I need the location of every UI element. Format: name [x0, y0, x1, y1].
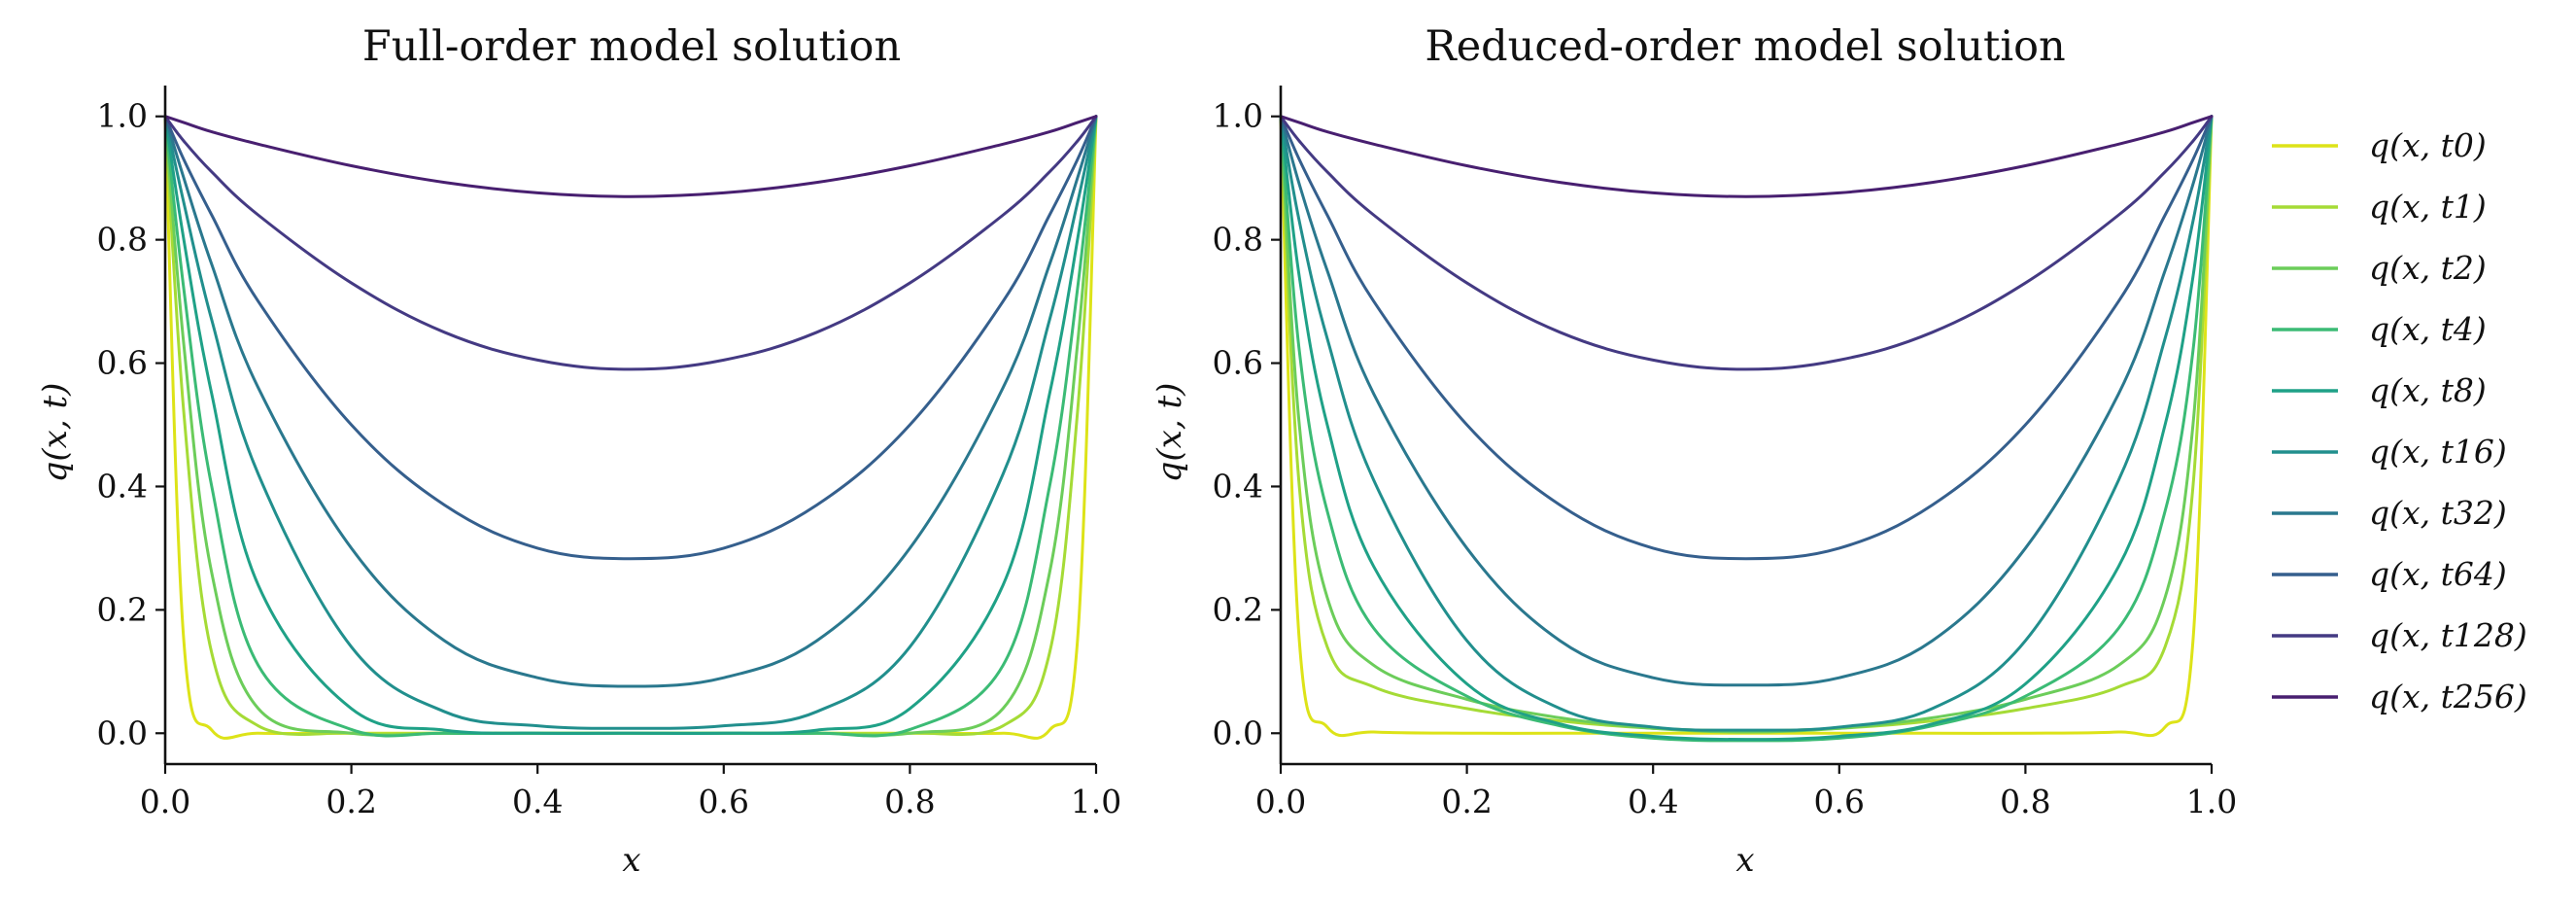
series-line-full-order-9: [163, 115, 1098, 198]
legend-label-6: q(x, t32): [2369, 494, 2507, 532]
x-tick-label-reduced-order-1: 0.2: [1441, 783, 1492, 820]
series-line-reduced-order-2: [1279, 115, 2214, 734]
x-axis-label-reduced-order: x: [1735, 841, 1754, 880]
series-line-reduced-order-6: [1279, 115, 2214, 687]
y-axis-label-reduced-order: q(x, t): [1151, 383, 1189, 483]
y-tick-label-full-order-0: 0.0: [97, 714, 148, 751]
x-tick-label-full-order-2: 0.4: [512, 783, 563, 820]
legend-label-2: q(x, t2): [2369, 249, 2487, 287]
x-tick-label-reduced-order-5: 1.0: [2186, 783, 2237, 820]
legend-label-7: q(x, t64): [2369, 555, 2507, 593]
y-tick-label-full-order-2: 0.4: [97, 467, 148, 505]
x-ticks-full-order: 0.0 0.2 0.4 0.6 0.8 1.0: [140, 764, 1121, 820]
series-line-full-order-5: [163, 115, 1098, 730]
series-line-reduced-order-7: [1279, 115, 2214, 561]
y-tick-label-reduced-order-2: 0.4: [1213, 467, 1263, 505]
y-tick-label-reduced-order-3: 0.6: [1213, 344, 1263, 382]
series-line-full-order-7: [163, 115, 1098, 561]
x-tick-label-reduced-order-2: 0.4: [1628, 783, 1678, 820]
x-tick-label-full-order-1: 0.2: [326, 783, 376, 820]
y-tick-label-reduced-order-0: 0.0: [1213, 714, 1263, 751]
legend-label-8: q(x, t128): [2369, 616, 2527, 654]
series-line-full-order-4: [163, 115, 1098, 736]
series-line-reduced-order-5: [1279, 115, 2214, 732]
y-tick-label-full-order-1: 0.2: [97, 590, 148, 628]
legend-label-4: q(x, t8): [2369, 371, 2487, 409]
y-ticks-full-order: 0.0 0.2 0.4 0.6 0.8 1.0: [97, 97, 165, 751]
panel-full-order: Full-order model solution q(x, t) x 0.00…: [36, 22, 1121, 880]
x-tick-label-full-order-4: 0.8: [884, 783, 935, 820]
x-ticks-reduced-order: 0.0 0.2 0.4 0.6 0.8 1.0: [1255, 764, 2237, 820]
x-tick-label-reduced-order-0: 0.0: [1255, 783, 1306, 820]
y-tick-label-reduced-order-1: 0.2: [1213, 590, 1263, 628]
chart-title-reduced-order: Reduced-order model solution: [1425, 22, 2065, 71]
y-tick-label-full-order-4: 0.8: [97, 221, 148, 259]
series-line-full-order-8: [163, 115, 1098, 371]
spines-reduced-order: [1279, 86, 2212, 766]
legend-label-5: q(x, t16): [2369, 433, 2507, 470]
legend: q(x, t0) q(x, t1) q(x, t2) q(x, t4) q(x, t8)…: [2272, 126, 2527, 715]
spines-full-order: [163, 86, 1096, 766]
series-line-reduced-order-9: [1279, 115, 2214, 198]
series-line-reduced-order-4: [1279, 115, 2214, 742]
panel-reduced-order: Reduced-order model solution q(x, t) x 0…: [1151, 22, 2237, 880]
legend-label-1: q(x, t1): [2369, 188, 2487, 226]
legend-label-0: q(x, t0): [2369, 126, 2487, 164]
y-ticks-reduced-order: 0.0 0.2 0.4 0.6 0.8 1.0: [1213, 97, 1281, 751]
y-tick-label-reduced-order-4: 0.8: [1213, 221, 1263, 259]
x-tick-label-reduced-order-4: 0.8: [2000, 783, 2050, 820]
plot-area-reduced-order: [1279, 115, 2214, 743]
series-line-reduced-order-8: [1279, 115, 2214, 371]
legend-label-9: q(x, t256): [2369, 678, 2527, 715]
y-tick-label-full-order-3: 0.6: [97, 344, 148, 382]
legend-label-3: q(x, t4): [2369, 310, 2487, 348]
chart-title-full-order: Full-order model solution: [362, 22, 901, 71]
y-axis-label-full-order: q(x, t): [36, 383, 75, 483]
x-tick-label-full-order-0: 0.0: [140, 783, 190, 820]
x-tick-label-reduced-order-3: 0.6: [1814, 783, 1865, 820]
series-line-full-order-6: [163, 115, 1098, 688]
y-tick-label-reduced-order-5: 1.0: [1213, 97, 1263, 135]
x-axis-label-full-order: x: [622, 841, 640, 880]
plot-area-full-order: [163, 115, 1098, 740]
x-tick-label-full-order-5: 1.0: [1071, 783, 1121, 820]
x-tick-label-full-order-3: 0.6: [699, 783, 749, 820]
y-tick-label-full-order-5: 1.0: [97, 97, 148, 135]
